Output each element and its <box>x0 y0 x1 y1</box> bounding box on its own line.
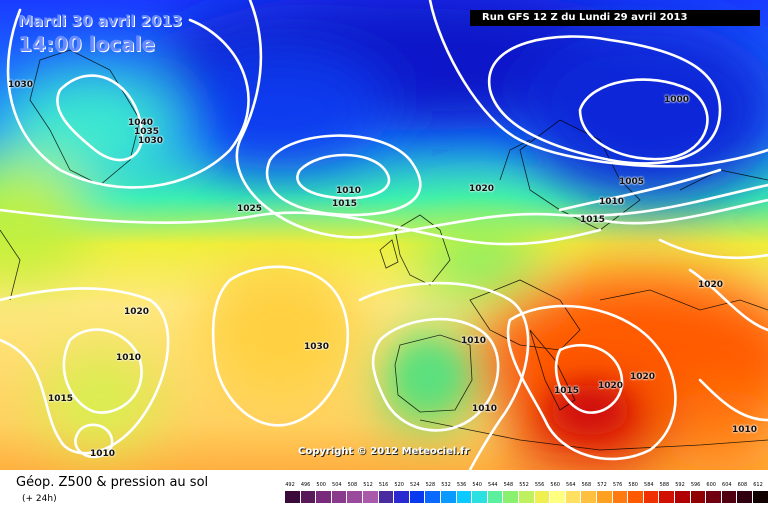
legend-value: 528 <box>425 482 436 488</box>
legend-swatch <box>736 491 753 503</box>
isobar-label: 1010 <box>90 449 116 459</box>
legend-swatch <box>440 491 457 503</box>
legend-value: 588 <box>659 482 670 488</box>
isobar-label: 1030 <box>8 80 34 90</box>
legend-value: 504 <box>332 482 342 488</box>
legend-swatch <box>627 491 644 503</box>
forecast-time: 14:00 locale <box>18 32 155 56</box>
parameter-title: Géop. Z500 & pression au sol <box>16 475 209 490</box>
legend-swatch <box>549 491 566 503</box>
legend-value: 496 <box>300 482 311 488</box>
isobar-label: 1040 <box>128 118 154 128</box>
legend-swatch <box>502 491 519 503</box>
legend-value: 608 <box>737 482 748 488</box>
isobar-label: 1025 <box>237 204 263 214</box>
isobar-label: 1030 <box>304 342 330 352</box>
legend-swatch <box>642 491 660 503</box>
forecast-date: Mardi 30 avril 2013 <box>18 12 183 30</box>
isobar-label: 1010 <box>336 186 362 196</box>
legend-value: 548 <box>503 482 514 488</box>
isobar-label: 1020 <box>598 381 624 391</box>
run-info: Run GFS 12 Z du Lundi 29 avril 2013 <box>470 10 760 26</box>
legend-swatch <box>299 491 317 503</box>
isobar-label: 1020 <box>630 372 656 382</box>
isobar-label: 1020 <box>469 184 495 194</box>
legend-value: 544 <box>488 482 498 488</box>
legend-swatch <box>752 491 768 503</box>
legend-value: 576 <box>612 482 623 488</box>
legend-swatch <box>564 491 582 503</box>
legend-value: 612 <box>753 482 763 488</box>
isobar-label: 1020 <box>124 307 150 317</box>
legend-swatch <box>315 491 332 503</box>
legend-value: 592 <box>675 482 685 488</box>
legend-swatch <box>596 491 613 503</box>
legend-value: 584 <box>644 482 654 488</box>
legend-value: 524 <box>410 482 420 488</box>
legend-value: 536 <box>456 482 467 488</box>
legend-value: 552 <box>519 482 529 488</box>
legend-swatch <box>533 491 551 503</box>
legend-swatch <box>346 491 363 503</box>
isobars <box>0 0 768 470</box>
legend-value: 516 <box>378 482 389 488</box>
geopotential-field <box>0 0 768 470</box>
isobar-label: 1030 <box>138 136 164 146</box>
legend-swatch <box>362 491 379 503</box>
legend-value: 508 <box>347 482 358 488</box>
isobar-label: 1005 <box>619 177 645 187</box>
legend-value: 568 <box>581 482 592 488</box>
legend-value: 604 <box>722 482 732 488</box>
isobar-label: 1035 <box>134 127 160 137</box>
legend-swatch <box>393 491 410 503</box>
isobar-label: 1010 <box>461 336 487 346</box>
legend-value: 520 <box>394 482 404 488</box>
legend-swatch <box>424 491 441 503</box>
legend-value: 564 <box>566 482 576 488</box>
legend-swatch <box>674 491 691 503</box>
legend-value: 596 <box>690 482 701 488</box>
legend-value: 500 <box>316 482 326 488</box>
isobar-label: 1000 <box>664 95 690 105</box>
legend-swatch <box>689 491 707 503</box>
legend-value: 600 <box>706 482 716 488</box>
legend-swatch <box>330 491 348 503</box>
legend-value: 572 <box>597 482 607 488</box>
color-scale-legend: 492 496 500 504 508 512 516 520 524 528 532 536 540 5… <box>284 482 768 510</box>
legend-value: 512 <box>363 482 373 488</box>
legend-swatch <box>658 491 675 503</box>
legend-swatch <box>486 491 504 503</box>
isobar-label: 1015 <box>48 394 74 404</box>
legend-value: 492 <box>285 482 295 488</box>
legend-value: 532 <box>441 482 451 488</box>
legend-value: 540 <box>472 482 482 488</box>
legend-swatch <box>455 491 473 503</box>
isobar-label: 1020 <box>698 280 724 290</box>
legend-swatch <box>471 491 488 503</box>
legend-swatch <box>518 491 535 503</box>
legend-swatch <box>720 491 738 503</box>
isobar-label: 1010 <box>599 197 625 207</box>
legend-swatch <box>284 491 301 503</box>
legend-value: 556 <box>534 482 545 488</box>
weather-map: Mardi 30 avril 2013 14:00 locale Run GFS… <box>0 0 768 470</box>
legend-swatch <box>408 491 426 503</box>
isobar-label: 1010 <box>116 353 142 363</box>
isobar-label: 1015 <box>554 386 580 396</box>
legend-swatch <box>611 491 629 503</box>
parameter-subtitle: (+ 24h) <box>22 494 57 504</box>
legend-value: 580 <box>628 482 638 488</box>
isobar-label: 1015 <box>332 199 358 209</box>
legend-value: 560 <box>550 482 560 488</box>
isobar-label: 1015 <box>580 215 606 225</box>
isobar-label: 1010 <box>732 425 758 435</box>
isobar-label: 1010 <box>472 404 498 414</box>
legend-swatch <box>580 491 597 503</box>
legend-swatch <box>705 491 722 503</box>
legend-swatch <box>377 491 395 503</box>
copyright: Copyright © 2012 Meteociel.fr <box>298 446 470 457</box>
